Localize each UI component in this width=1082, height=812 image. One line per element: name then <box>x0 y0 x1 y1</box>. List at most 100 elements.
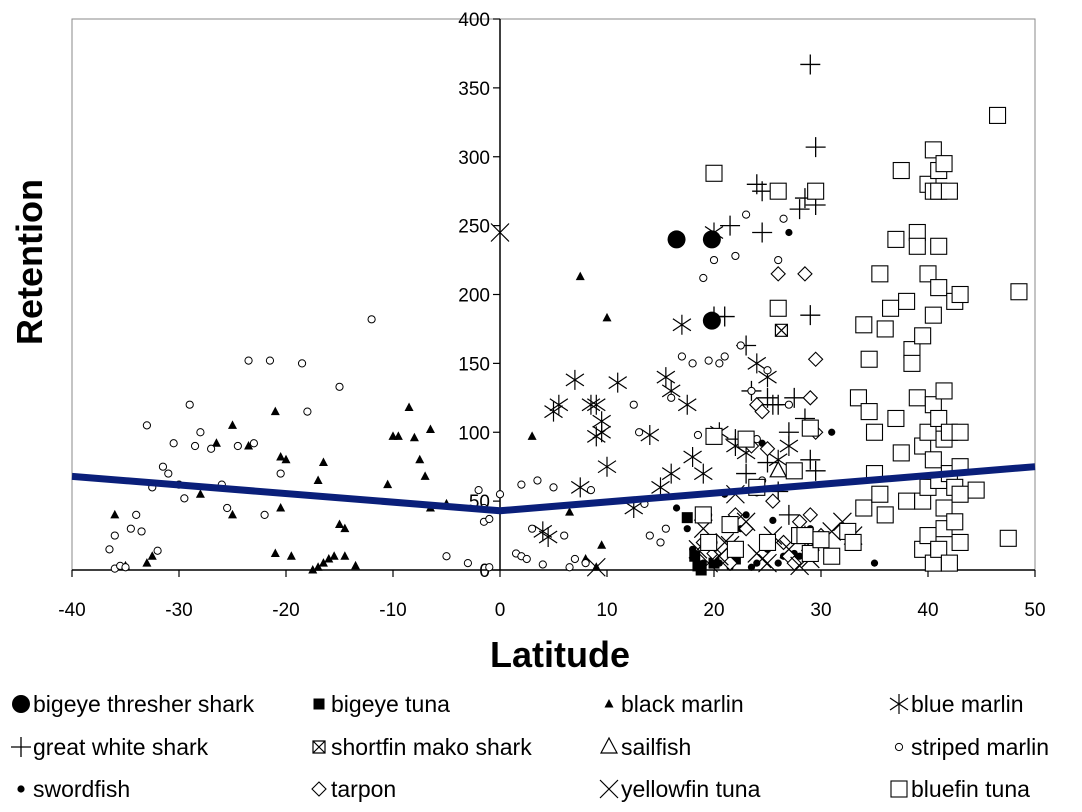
data-point <box>704 222 724 243</box>
data-point <box>335 519 344 529</box>
data-point <box>351 560 361 570</box>
data-point <box>689 550 701 562</box>
data-point <box>105 545 114 554</box>
data-point <box>855 316 873 334</box>
data-point <box>860 350 878 368</box>
data-point <box>270 548 280 557</box>
data-point <box>774 323 789 337</box>
legend-item: bigeye thresher shark <box>12 691 255 717</box>
data-point <box>110 509 120 519</box>
legend-label: bigeye tuna <box>331 691 450 717</box>
series-sailfish <box>769 460 788 478</box>
data-point <box>474 486 483 495</box>
x-tick-label: -40 <box>58 600 85 621</box>
data-point <box>789 199 810 220</box>
data-point <box>930 409 948 428</box>
series-black-marlin <box>110 271 612 574</box>
y-tick-label: 400 <box>458 10 490 31</box>
data-point <box>586 486 596 495</box>
data-point <box>714 306 735 327</box>
data-point <box>722 555 738 571</box>
data-point <box>865 423 884 441</box>
data-point <box>592 422 611 443</box>
data-point <box>137 527 146 536</box>
data-point <box>689 545 697 553</box>
data-point <box>549 394 569 415</box>
data-point <box>742 511 750 519</box>
data-point <box>849 389 868 407</box>
legend-label: bigeye thresher shark <box>33 691 255 717</box>
data-point <box>828 428 836 436</box>
y-tick-label: 200 <box>458 286 490 307</box>
data-point <box>681 512 693 524</box>
legend-marker <box>11 737 31 757</box>
data-point <box>775 534 792 551</box>
data-point <box>153 546 162 555</box>
data-point <box>802 507 819 523</box>
data-point <box>121 563 130 572</box>
data-point <box>779 214 788 223</box>
data-point <box>211 438 221 447</box>
legend-marker <box>889 694 909 714</box>
data-point <box>940 182 958 200</box>
data-point <box>860 403 878 421</box>
data-point <box>693 430 703 440</box>
data-point <box>769 460 788 478</box>
data-point <box>463 559 472 568</box>
data-point <box>951 485 969 503</box>
data-point <box>329 551 339 560</box>
data-point <box>898 292 916 310</box>
legend-marker <box>894 742 904 752</box>
data-point <box>758 533 777 552</box>
data-point <box>169 439 178 448</box>
data-point <box>881 299 900 317</box>
data-point <box>683 447 702 468</box>
data-point <box>705 427 723 445</box>
data-point <box>988 106 1007 124</box>
data-point <box>602 312 612 322</box>
data-point <box>940 554 958 572</box>
data-point <box>737 430 755 448</box>
data-point <box>924 306 942 324</box>
data-point <box>677 394 697 415</box>
data-point <box>887 230 905 248</box>
data-point <box>800 54 821 75</box>
data-point <box>270 406 280 416</box>
data-point <box>185 400 194 409</box>
data-point <box>778 422 799 443</box>
data-point <box>930 540 948 558</box>
data-point <box>581 394 601 415</box>
x-tick-label: 10 <box>596 600 617 621</box>
y-tick-label: 150 <box>458 354 490 375</box>
data-point <box>747 563 756 571</box>
data-point <box>276 503 286 512</box>
data-point <box>736 512 756 532</box>
data-point <box>260 510 269 520</box>
legend-item: great white shark <box>11 734 209 760</box>
x-tick-label: -30 <box>165 600 192 621</box>
data-point <box>425 424 435 433</box>
data-point <box>720 215 741 236</box>
data-point <box>560 531 569 540</box>
marks-layer <box>105 54 1028 577</box>
y-tick-label: 350 <box>458 79 490 100</box>
data-point <box>770 266 786 282</box>
data-point <box>223 503 232 513</box>
data-point <box>597 540 607 549</box>
data-point <box>651 477 670 498</box>
data-point <box>404 402 414 411</box>
data-point <box>844 533 862 552</box>
data-point <box>570 477 590 498</box>
legend-item: blue marlin <box>889 691 1024 717</box>
legend-marker <box>312 740 326 754</box>
data-point <box>802 390 819 406</box>
data-point <box>876 320 894 338</box>
legend-item: sailfish <box>600 734 691 760</box>
data-point <box>538 560 547 569</box>
data-point <box>726 540 744 558</box>
data-point <box>785 462 803 480</box>
data-point <box>635 428 644 437</box>
ticks-layer: -40 -30 -20 -10 0 10 20 30 40 5005010015020025030… <box>58 10 1045 621</box>
legend-label: striped marlin <box>911 734 1049 760</box>
